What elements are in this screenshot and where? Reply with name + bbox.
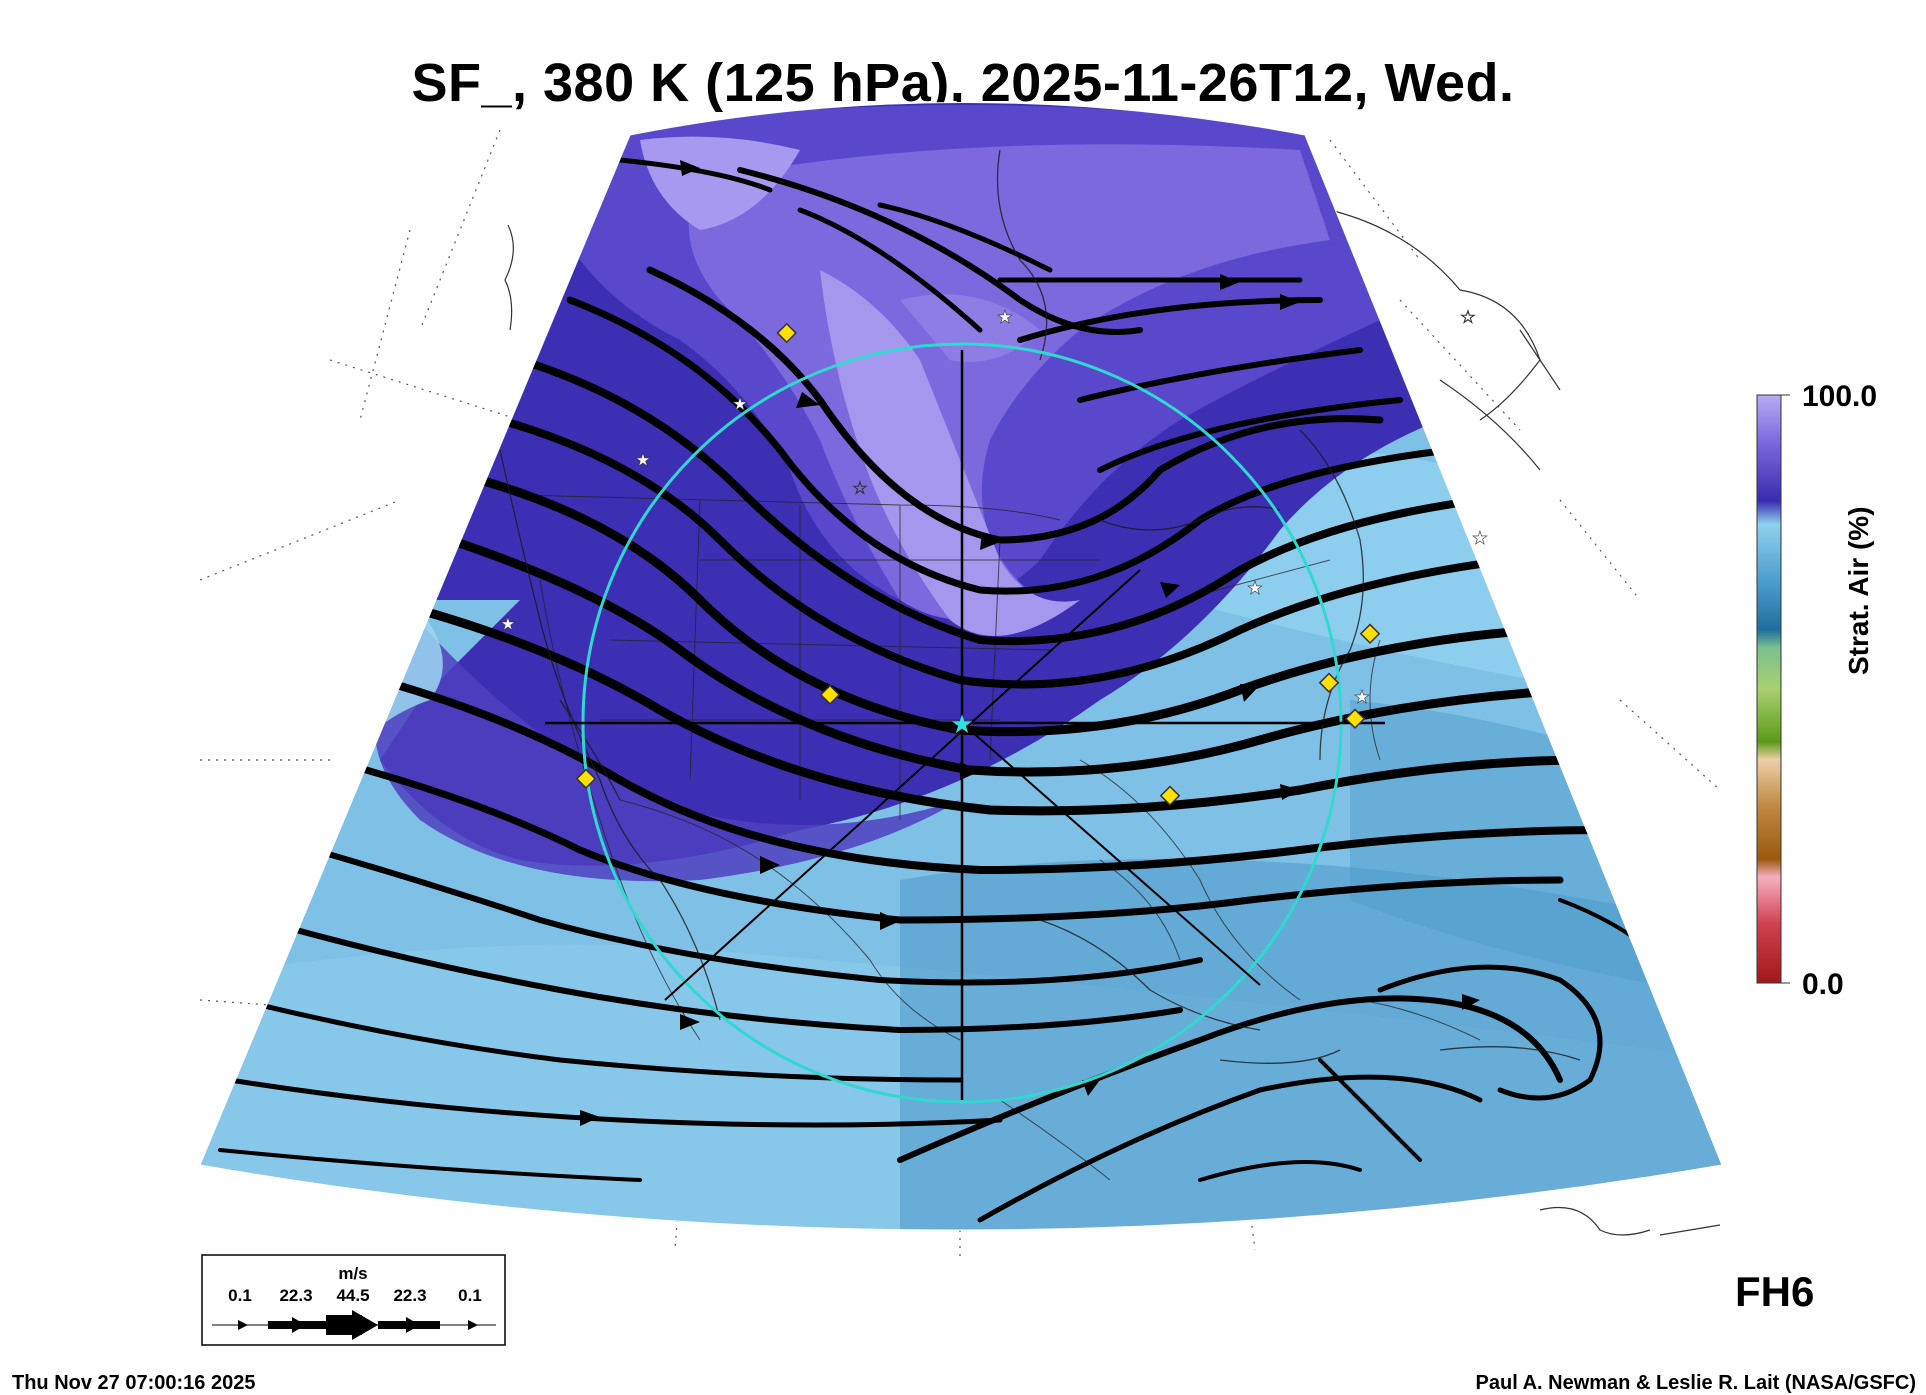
crosshair-diagonal-se xyxy=(961,722,1261,986)
yellow-diamond-marker xyxy=(776,322,797,344)
white-star-marker: ★ xyxy=(1247,578,1263,599)
crosshair-diagonal-ne xyxy=(664,569,1141,1001)
wind-legend-tick-1: 22.3 xyxy=(279,1286,312,1305)
wind-legend-arrow-0 xyxy=(238,1320,248,1330)
white-star-marker: ☆ xyxy=(852,478,868,499)
wind-legend-tick-2: 44.5 xyxy=(336,1286,369,1305)
wind-legend-arrow-3 xyxy=(406,1317,420,1333)
credit-label: Paul A. Newman & Leslie R. Lait (NASA/GS… xyxy=(1475,1372,1916,1394)
wind-legend-arrow-4 xyxy=(468,1320,478,1330)
colorbar-title: Strat. Air (%) xyxy=(1843,506,1874,675)
yellow-diamond-marker xyxy=(1344,708,1366,729)
wind-legend-arrow-1 xyxy=(292,1317,306,1333)
range-ring-crosshair: ★ xyxy=(545,342,1385,1104)
diamond-markers xyxy=(575,322,1381,806)
colorbar-gradient xyxy=(1756,394,1782,984)
wind-legend-tick-3: 22.3 xyxy=(393,1286,426,1305)
wind-legend-tick-4: 0.1 xyxy=(458,1286,482,1305)
yellow-diamond-marker xyxy=(1359,623,1381,644)
domain-outline xyxy=(199,102,1723,1231)
cyan-star-marker: ★ xyxy=(950,710,973,740)
white-star-marker: ☆ xyxy=(1460,307,1476,328)
white-star-marker: ★ xyxy=(1472,528,1488,549)
yellow-diamond-marker xyxy=(575,768,597,789)
white-star-marker: ★ xyxy=(1354,687,1370,708)
wind-legend: m/s 0.1 22.3 44.5 22.3 0.1 xyxy=(201,1254,506,1346)
yellow-diamond-marker xyxy=(819,684,841,705)
forecast-hour-label: FH6 xyxy=(1735,1268,1815,1315)
colorbar-max-label: 100.0 xyxy=(1802,380,1878,413)
yellow-diamond-marker xyxy=(1318,672,1340,693)
colorbar-min-label: 0.0 xyxy=(1802,968,1844,1001)
white-star-marker: ★ xyxy=(997,307,1013,328)
yellow-diamond-marker xyxy=(1159,785,1181,806)
coastline-outside xyxy=(504,209,1721,1236)
coastlines xyxy=(499,149,1581,1064)
wind-legend-arrow-2 xyxy=(352,1310,378,1340)
wind-legend-units: m/s xyxy=(338,1264,367,1283)
white-star-marker: ★ xyxy=(500,614,516,635)
white-star-marker: ★ xyxy=(635,450,651,471)
wind-legend-tick-0: 0.1 xyxy=(228,1286,252,1305)
station-markers: ★ ★ ★ ☆ ★ ★ ★ ★ ☆ xyxy=(500,307,1489,709)
grid-lines xyxy=(199,129,1721,1260)
run-timestamp: Thu Nov 27 07:00:16 2025 xyxy=(12,1372,256,1394)
streamline-arrowheads xyxy=(580,160,1480,1126)
white-star-marker: ★ xyxy=(732,394,748,415)
colorbar xyxy=(1756,394,1790,984)
